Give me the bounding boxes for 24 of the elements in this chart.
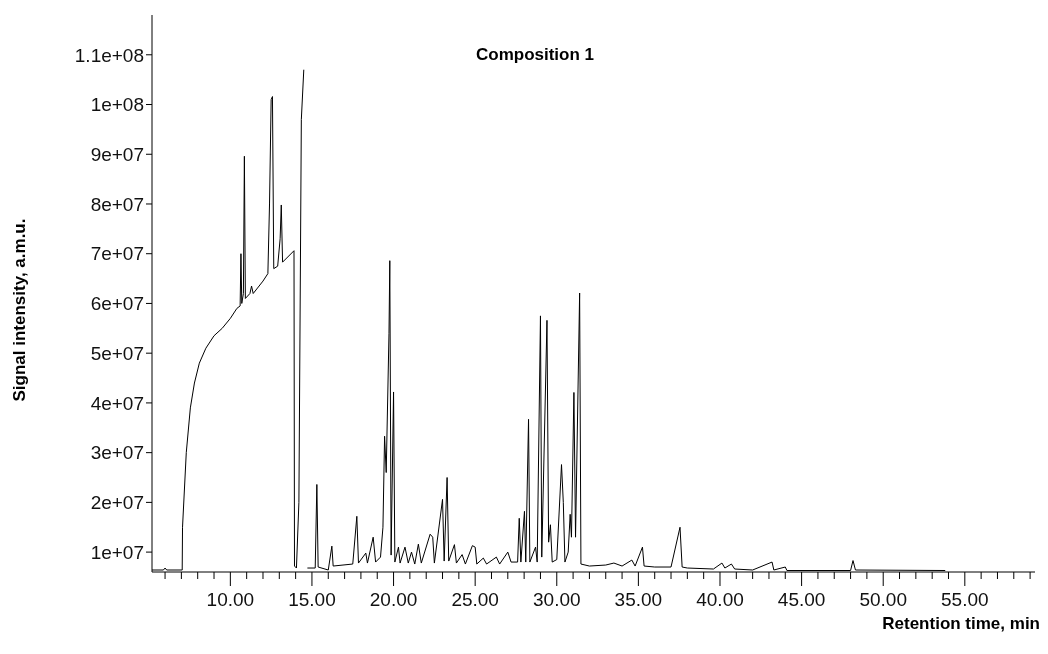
y-tick-label: 1.1e+08 (74, 44, 144, 66)
x-tick-label: 45.00 (777, 589, 826, 610)
x-tick-label: 25.00 (451, 589, 499, 610)
y-tick-label: 3e+07 (90, 442, 144, 464)
y-tick-label: 2e+07 (90, 492, 144, 514)
y-tick-label: 6e+07 (90, 293, 144, 315)
y-axis-title: Signal intensity, a.m.u. (10, 218, 30, 402)
y-tick-label: 4e+07 (90, 392, 144, 414)
x-tick-label: 55.00 (941, 589, 989, 610)
x-tick-label: 40.00 (696, 589, 744, 610)
x-tick-label: 50.00 (859, 589, 907, 610)
x-tick-label: 30.00 (533, 589, 581, 610)
x-tick-label: 35.00 (614, 589, 663, 610)
x-tick-label: 10.00 (206, 589, 255, 610)
y-tick-label: 1e+07 (90, 541, 144, 563)
x-tick-label: 20.00 (369, 589, 418, 610)
x-axis-title: Retention time, min (882, 614, 1040, 634)
y-tick-label: 5e+07 (90, 342, 144, 364)
text: Composition 1 (474, 45, 596, 65)
y-tick-label: 9e+07 (90, 143, 144, 165)
y-tick-label: 1e+08 (90, 94, 144, 116)
y-tick-label: 8e+07 (90, 193, 144, 215)
y-tick-label: 7e+07 (90, 243, 144, 265)
x-tick-label: 15.00 (288, 589, 336, 610)
